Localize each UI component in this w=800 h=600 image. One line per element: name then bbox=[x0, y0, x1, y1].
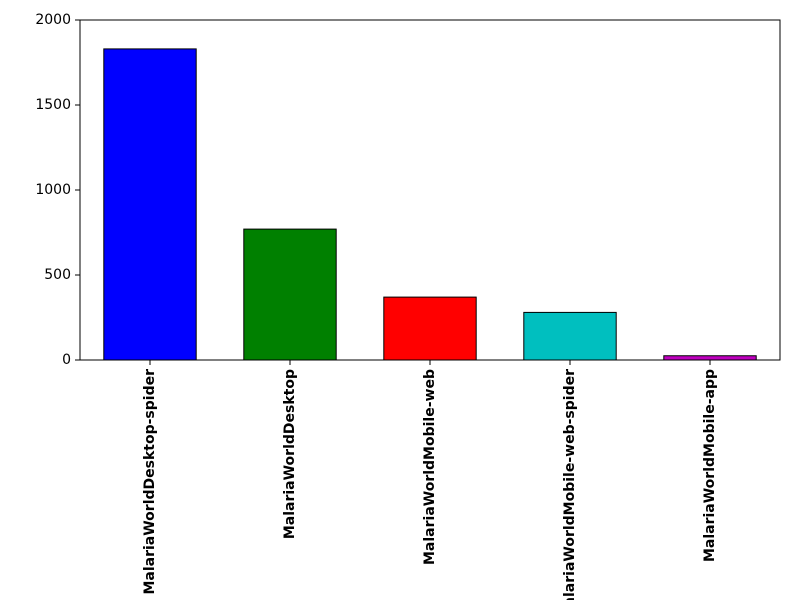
ytick-label: 500 bbox=[44, 267, 71, 283]
ytick-label: 2000 bbox=[35, 12, 71, 28]
bar bbox=[244, 229, 336, 360]
bar bbox=[664, 356, 756, 360]
ytick-label: 1000 bbox=[35, 182, 71, 198]
bar bbox=[104, 49, 196, 360]
xtick-label: MalariaWorldMobile-web-spider bbox=[562, 369, 578, 600]
ytick-label: 1500 bbox=[35, 97, 71, 113]
chart-svg: 0 500 1000 1500 2000 MalariaWorldDesktop-spid… bbox=[0, 0, 800, 600]
xtick-label: MalariaWorldDesktop-spider bbox=[142, 369, 158, 595]
xtick-label: MalariaWorldDesktop bbox=[282, 369, 298, 539]
xtick-label: MalariaWorldMobile-web bbox=[422, 369, 438, 565]
ytick-label: 0 bbox=[62, 352, 71, 368]
bar bbox=[384, 297, 476, 360]
bar bbox=[524, 312, 616, 360]
bar-chart: 0 500 1000 1500 2000 MalariaWorldDesktop-spid… bbox=[0, 0, 800, 600]
xtick-label: MalariaWorldMobile-app bbox=[702, 369, 718, 562]
